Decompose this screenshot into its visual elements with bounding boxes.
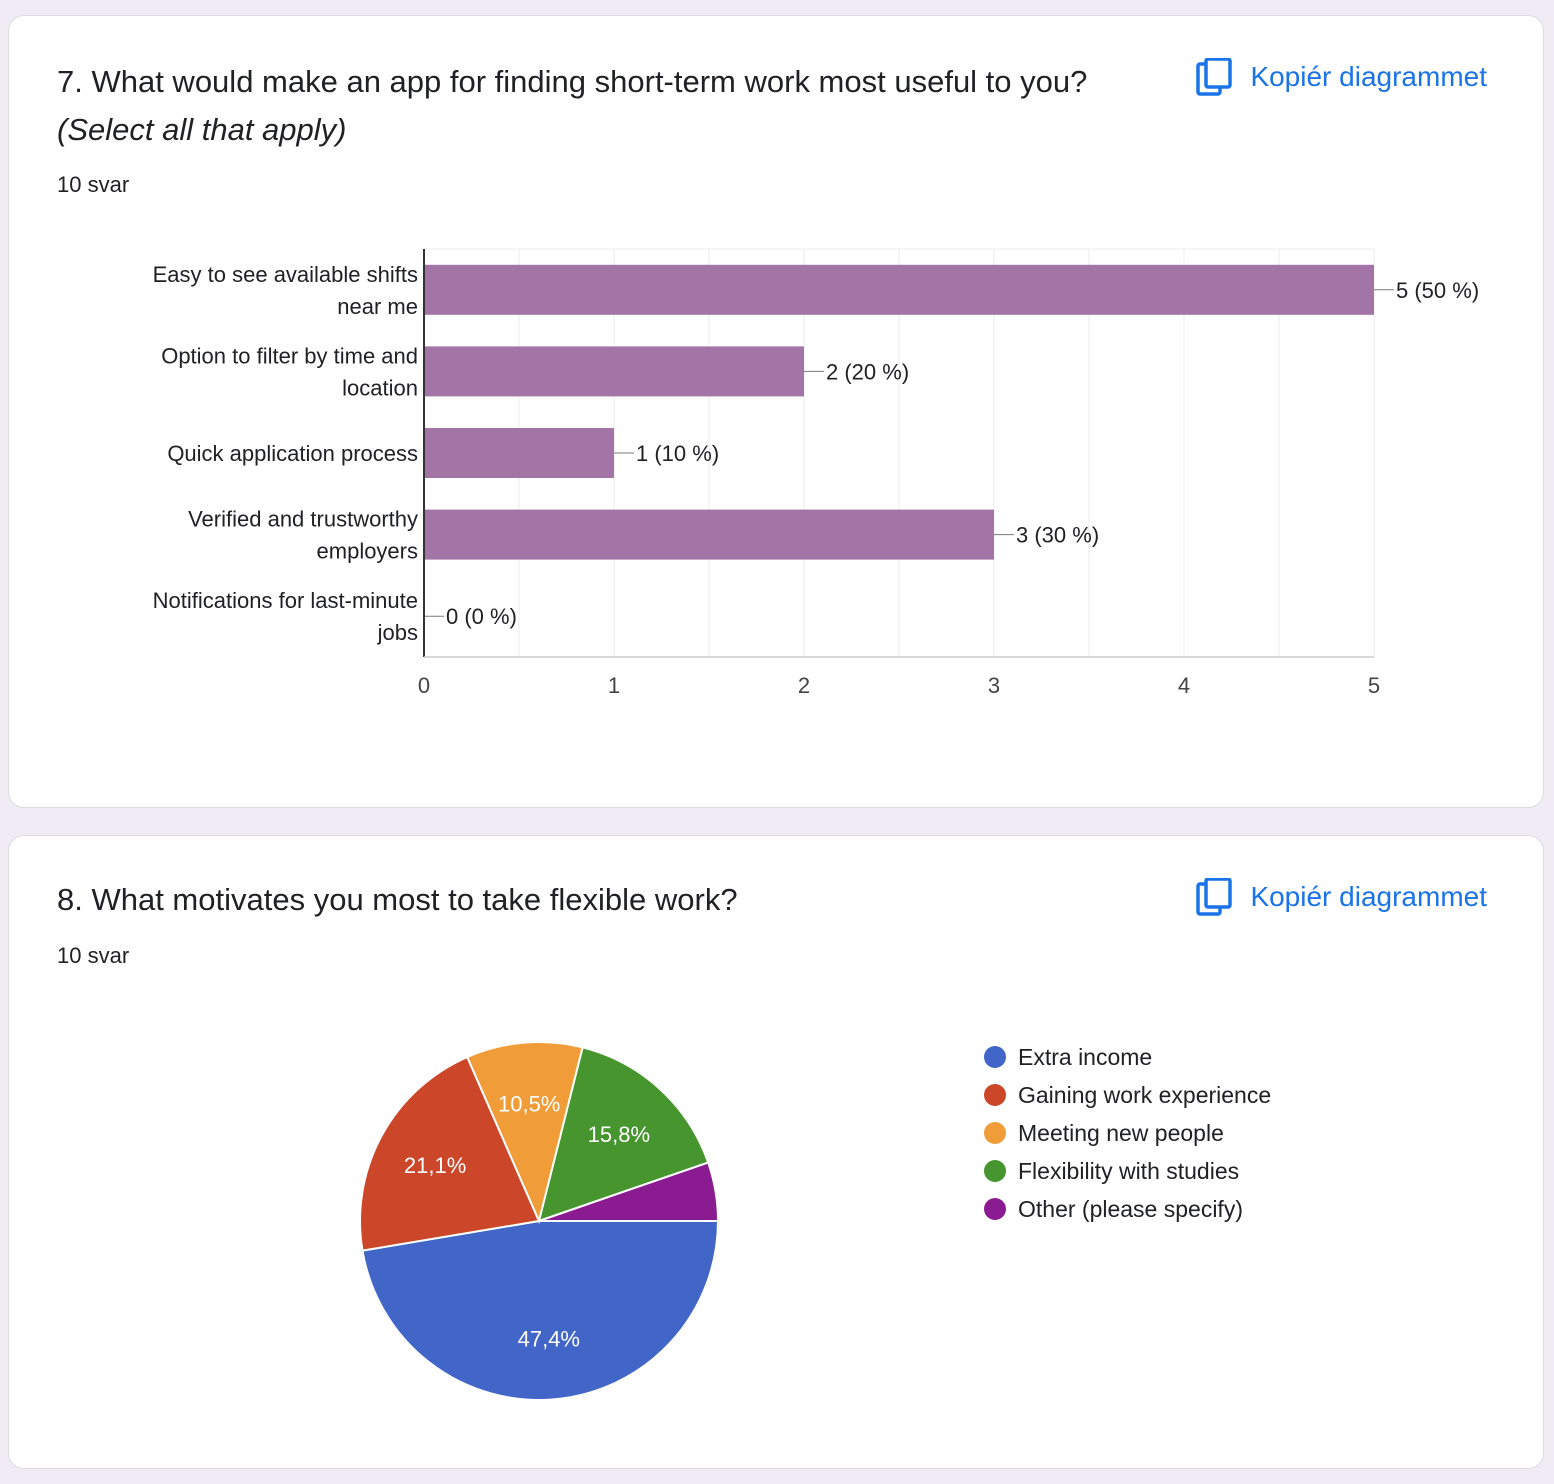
slice-label: 21,1% xyxy=(404,1153,466,1178)
slice-label: 47,4% xyxy=(518,1327,580,1352)
pie-legend: Extra income Gaining work experience Meeti… xyxy=(984,1038,1271,1228)
legend-label: Flexibility with studies xyxy=(1018,1157,1240,1184)
legend-label: Gaining work experience xyxy=(1018,1081,1272,1108)
category-label: Quick application process xyxy=(167,441,418,466)
bar xyxy=(424,509,994,560)
legend-swatch xyxy=(984,1046,1006,1068)
legend-swatch xyxy=(984,1198,1006,1220)
copy-chart-label: Kopiér diagrammet xyxy=(1250,61,1487,92)
pie-slice xyxy=(538,1161,720,1222)
legend-item: Extra income xyxy=(984,1038,1271,1076)
category-label: Easy to see available shifts xyxy=(153,262,418,287)
data-label: 3 (30 %) xyxy=(1016,523,1099,548)
copy-chart-label: Kopiér diagrammet xyxy=(1250,881,1487,912)
pie-slice xyxy=(465,1041,584,1225)
legend-swatch xyxy=(984,1122,1006,1144)
category-label: employers xyxy=(317,539,418,564)
pie-slice xyxy=(359,1055,541,1252)
legend-item: Flexibility with studies xyxy=(984,1152,1271,1190)
legend-item: Meeting new people xyxy=(984,1114,1271,1152)
category-label: Verified and trustworthy xyxy=(188,507,418,532)
bar-chart: 5 (50 %) Easy to see available shifts near… xyxy=(153,248,1479,698)
slice-label: 10,5% xyxy=(498,1091,560,1116)
legend-label: Extra income xyxy=(1018,1043,1153,1070)
legend-label: Meeting new people xyxy=(1018,1119,1224,1146)
response-count: 10 svar xyxy=(57,943,130,968)
x-tick-label: 1 xyxy=(608,673,620,698)
copy-chart-button-q7[interactable]: Kopiér diagrammet xyxy=(1196,58,1487,96)
category-label: Notifications for last-minute xyxy=(153,588,418,613)
copy-icon xyxy=(1196,58,1233,96)
x-tick-label: 0 xyxy=(418,673,430,698)
data-label: 5 (50 %) xyxy=(1396,278,1479,303)
pie-slice xyxy=(361,1220,720,1401)
x-tick-label: 2 xyxy=(798,673,810,698)
question-7-hint: (Select all that apply) xyxy=(57,112,347,147)
data-label: 1 (10 %) xyxy=(636,441,719,466)
copy-chart-button-q8[interactable]: Kopiér diagrammet xyxy=(1196,878,1487,916)
legend-swatch xyxy=(984,1084,1006,1106)
bar xyxy=(424,428,614,478)
response-count: 10 svar xyxy=(57,172,130,197)
category-label: location xyxy=(342,375,418,400)
question-7-card: 7. What would make an app for finding sh… xyxy=(8,15,1544,808)
x-tick-label: 3 xyxy=(988,673,1000,698)
x-tick-label: 4 xyxy=(1178,673,1190,698)
pie-slice xyxy=(537,1046,710,1223)
bar xyxy=(424,346,804,397)
legend-swatch xyxy=(984,1160,1006,1182)
pie-chart: 47,4% 21,1% 10,5% 15,8% xyxy=(359,1041,720,1401)
data-label: 2 (20 %) xyxy=(826,359,909,384)
category-label: near me xyxy=(337,294,418,319)
legend-item: Other (please specify) xyxy=(984,1190,1271,1228)
question-8-card: 8. What motivates you most to take flexi… xyxy=(8,835,1544,1469)
slice-label: 15,8% xyxy=(588,1122,650,1147)
copy-icon xyxy=(1196,878,1233,916)
category-label: Option to filter by time and xyxy=(161,343,418,368)
question-7-title: 7. What would make an app for finding sh… xyxy=(57,64,1088,147)
legend-item: Gaining work experience xyxy=(984,1076,1271,1114)
bar xyxy=(424,264,1374,315)
data-label: 0 (0 %) xyxy=(446,604,517,629)
legend-label: Other (please specify) xyxy=(1018,1195,1243,1222)
category-label: jobs xyxy=(377,620,418,645)
question-8-title: 8. What motivates you most to take flexi… xyxy=(57,882,738,917)
x-tick-label: 5 xyxy=(1368,673,1380,698)
